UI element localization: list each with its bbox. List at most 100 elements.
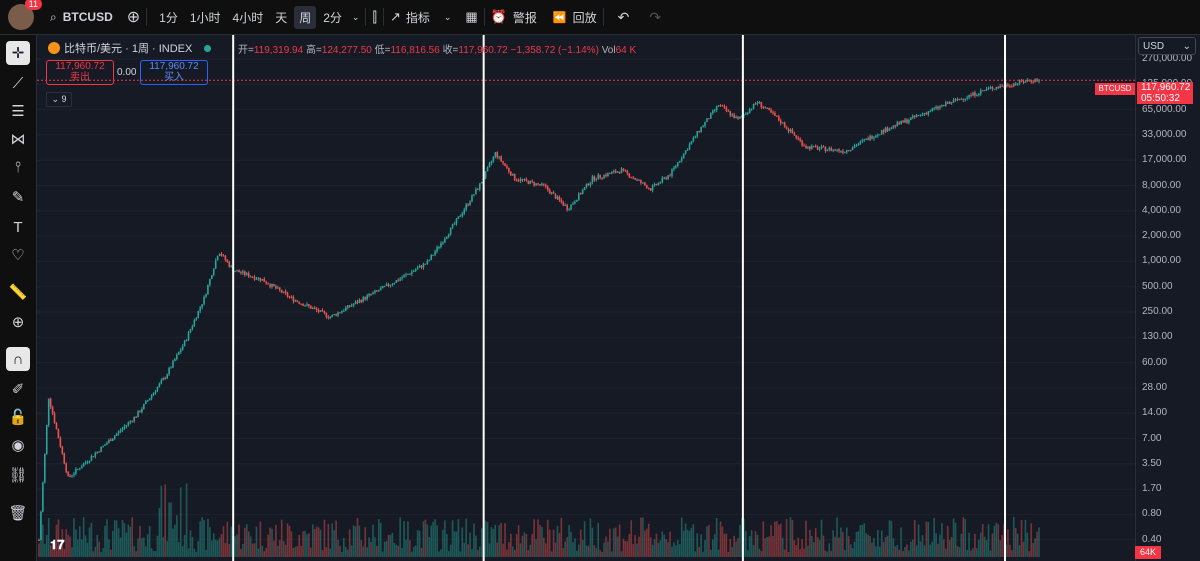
volume-bar — [75, 529, 77, 557]
layouts-icon[interactable]: ▦ — [465, 9, 478, 24]
candle-body — [129, 421, 132, 423]
indicators-collapse[interactable]: ⌄ 9 — [46, 92, 72, 107]
sell-button[interactable]: 117,960.72 卖出 — [46, 60, 114, 85]
volume-bar — [966, 550, 968, 557]
volume-bar — [805, 520, 807, 557]
interval-week[interactable]: 周 — [294, 5, 317, 29]
volume-bar — [53, 543, 56, 557]
candle-body — [840, 151, 842, 153]
candle-body — [832, 149, 834, 151]
alert-icon[interactable]: ⏰ — [490, 9, 507, 24]
candle-body — [1007, 84, 1009, 87]
currency-select[interactable]: USD ⌄ — [1138, 37, 1196, 55]
zoom-icon[interactable]: ⊕ — [11, 314, 25, 331]
volume-bar — [422, 521, 425, 557]
volume-bar — [770, 525, 772, 557]
volume-bar — [853, 541, 856, 557]
volume-bar — [828, 543, 831, 557]
candle-body — [873, 137, 875, 139]
candle-body — [290, 296, 293, 298]
pattern-icon[interactable]: ⋈ — [10, 131, 26, 148]
volume-bar — [230, 526, 233, 557]
crosshair-icon[interactable]: ✛ — [6, 41, 30, 65]
lock-icon[interactable]: 🔓 — [8, 409, 28, 426]
search-icon[interactable]: ⌕ — [50, 9, 57, 24]
candle-body — [484, 171, 487, 179]
brush-icon[interactable]: ✎ — [11, 189, 25, 206]
magnet-icon[interactable]: ∩ — [6, 347, 30, 371]
interval-2m[interactable]: 2分 — [323, 10, 342, 25]
candle-body — [894, 125, 897, 127]
volume-bar — [259, 521, 262, 557]
volume-bar — [164, 484, 167, 557]
candle-body — [766, 107, 768, 109]
volume-bar — [244, 527, 246, 557]
candle-body — [1018, 80, 1021, 84]
link-icon[interactable]: ⛓ — [8, 467, 28, 484]
redo-icon[interactable]: ↷ — [649, 8, 662, 25]
indicators-icon[interactable]: ↗ — [389, 9, 401, 24]
replay-icon[interactable]: ⏪ — [552, 11, 567, 24]
volume-bar — [807, 545, 809, 557]
interval-1m[interactable]: 1分 — [159, 10, 178, 25]
volume-bar — [710, 549, 712, 557]
avatar[interactable]: 11 — [8, 0, 42, 30]
interval-1h[interactable]: 1小时 — [189, 10, 221, 25]
forecast-icon[interactable]: ⫯ — [14, 158, 22, 176]
candle-body — [521, 179, 524, 181]
compare-add-icon[interactable]: ⊕ — [126, 9, 141, 26]
volume-bar — [702, 551, 704, 557]
volume-bar — [618, 524, 621, 557]
candle-body — [911, 115, 914, 118]
volume-bar — [96, 534, 99, 557]
volume-bar — [428, 537, 431, 557]
undo-icon[interactable]: ↶ — [617, 8, 630, 25]
candle-body — [255, 278, 258, 280]
fib-lines-icon[interactable]: ☰ — [11, 103, 25, 120]
alerts-button[interactable]: 警报 — [512, 10, 537, 25]
volume-bar — [917, 524, 920, 557]
candle-body — [379, 288, 382, 291]
volume-bar — [987, 524, 990, 557]
candle-body — [597, 174, 600, 180]
chart-pane[interactable] — [37, 35, 1135, 561]
candle-body — [457, 216, 460, 219]
candle-body — [941, 105, 943, 107]
volume-bar — [333, 530, 335, 557]
replay-button[interactable]: 回放 — [572, 10, 597, 25]
volume-bar — [989, 550, 992, 557]
ruler-icon[interactable]: 📏 — [8, 284, 28, 301]
volume-bar — [614, 527, 617, 557]
volume-bar — [644, 530, 646, 557]
text-icon[interactable]: T — [13, 218, 23, 236]
volume-bar — [444, 520, 446, 557]
volume-bar — [368, 537, 370, 557]
candle-type-icon[interactable]: ⫿ — [372, 8, 377, 25]
heart-icon[interactable]: ♡ — [11, 247, 25, 264]
symbol-title: 比特币/美元 · 1周 · INDEX — [64, 43, 193, 55]
candle-body — [1011, 86, 1013, 88]
price-axis[interactable]: 270,000.00135,000.0065,000.0033,000.0017… — [1135, 35, 1200, 561]
volume-bar — [787, 551, 790, 557]
volume-bar — [836, 517, 838, 557]
indicators-button[interactable]: 指标 — [405, 10, 430, 25]
lock-drawing-icon[interactable]: ✐ — [11, 381, 25, 398]
volume-bar — [343, 537, 345, 557]
trash-icon[interactable]: 🗑 — [8, 505, 28, 522]
candle-body — [869, 136, 871, 141]
buy-button[interactable]: 117,960.72 买入 — [140, 60, 208, 85]
interval-day[interactable]: 天 — [275, 10, 288, 25]
indicators-dropdown-icon[interactable]: ⌄ — [443, 11, 452, 22]
interval-4h[interactable]: 4小时 — [232, 10, 264, 25]
candle-body — [144, 401, 147, 404]
symbol-search[interactable]: BTCUSD — [62, 10, 113, 24]
tradingview-logo[interactable]: 𝟏𝟕 — [50, 537, 65, 552]
volume-bar — [880, 530, 883, 557]
volume-bar — [783, 549, 786, 557]
candle-body — [675, 165, 677, 168]
volume-bar — [313, 528, 316, 557]
candle-body — [244, 271, 246, 275]
trendline-icon[interactable]: ⟋ — [12, 74, 24, 92]
eye-icon[interactable]: ◉ — [11, 437, 25, 454]
interval-dropdown-icon[interactable]: ⌄ — [351, 11, 360, 22]
